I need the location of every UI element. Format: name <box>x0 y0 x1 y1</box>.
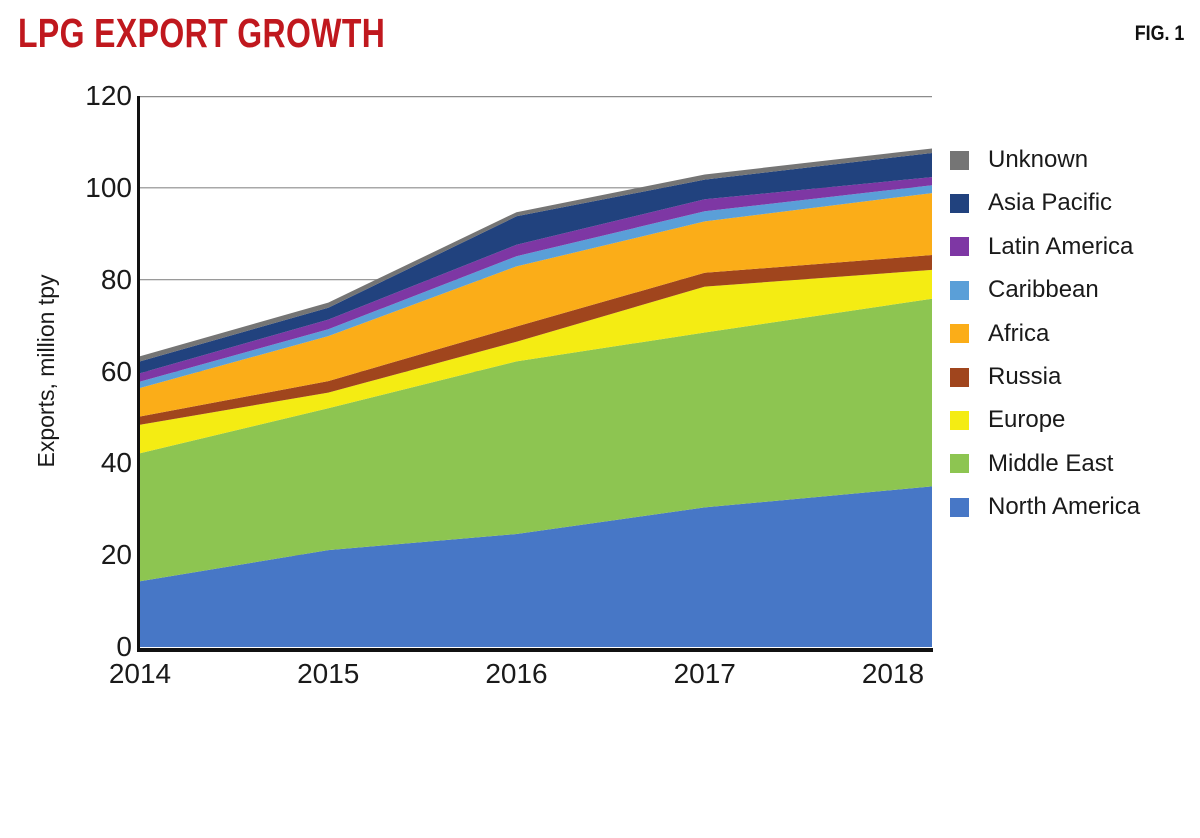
y-tick-label-60: 60 <box>100 355 132 387</box>
legend-label: Caribbean <box>988 276 1099 304</box>
legend-item-north-america: North America <box>950 493 1141 521</box>
legend-label: Europe <box>988 406 1066 434</box>
legend-label: Middle East <box>988 449 1114 477</box>
legend-swatch-caribbean <box>950 280 969 300</box>
y-tick-label-120: 120 <box>85 80 132 111</box>
plot-area <box>140 96 932 648</box>
legend-swatch-africa <box>950 324 969 344</box>
legend-label: Russia <box>988 363 1062 390</box>
legend-item-unknown: Unknown <box>950 146 1089 173</box>
y-tick-label-40: 40 <box>100 447 132 479</box>
legend-item-europe: Europe <box>950 406 1066 434</box>
x-tick-label-2014: 2014 <box>108 658 172 689</box>
legend-label: North America <box>988 493 1141 521</box>
legend-swatch-latin-america <box>950 237 969 257</box>
area-europe <box>140 269 932 454</box>
area-north-america <box>140 486 932 647</box>
legend-swatch-europe <box>950 410 969 430</box>
x-tick-label-2015: 2015 <box>297 658 360 689</box>
legend-label: Latin America <box>988 232 1134 260</box>
area-asia-pacific <box>140 153 932 374</box>
legend-item-africa: Africa <box>950 319 1050 347</box>
y-axis-line <box>137 96 140 652</box>
legend-swatch-middle-east <box>950 454 969 474</box>
area-russia <box>140 255 932 425</box>
legend-swatch-unknown <box>950 150 969 170</box>
legend-swatch-asia-pacific <box>950 193 969 213</box>
legend-item-russia: Russia <box>950 363 1062 390</box>
area-africa <box>140 193 932 417</box>
y-tick-label-0: 0 <box>116 631 132 662</box>
x-tick-label-2018: 2018 <box>861 658 925 689</box>
legend-swatch-russia <box>950 367 969 387</box>
legend-item-caribbean: Caribbean <box>950 276 1099 304</box>
legend-swatch-north-america <box>950 497 969 517</box>
figure-number-label: FIG. 1 <box>1134 22 1184 45</box>
legend-label: Unknown <box>988 146 1089 173</box>
stacked-area-chart <box>140 96 932 647</box>
x-tick-label-2017: 2017 <box>673 658 736 689</box>
y-tick-label-100: 100 <box>85 171 132 203</box>
legend-item-asia-pacific: Asia Pacific <box>950 189 1113 217</box>
legend-label: Asia Pacific <box>988 189 1113 217</box>
x-axis-line <box>137 648 933 652</box>
area-middle-east <box>140 298 932 582</box>
chart-title: LPG EXPORT GROWTH <box>18 10 386 56</box>
x-tick-label-2016: 2016 <box>485 658 548 689</box>
legend-item-middle-east: Middle East <box>950 449 1114 477</box>
y-tick-label-80: 80 <box>100 263 132 295</box>
legend-label: Africa <box>988 319 1050 347</box>
legend-item-latin-america: Latin America <box>950 232 1134 260</box>
y-tick-label-20: 20 <box>100 539 132 571</box>
